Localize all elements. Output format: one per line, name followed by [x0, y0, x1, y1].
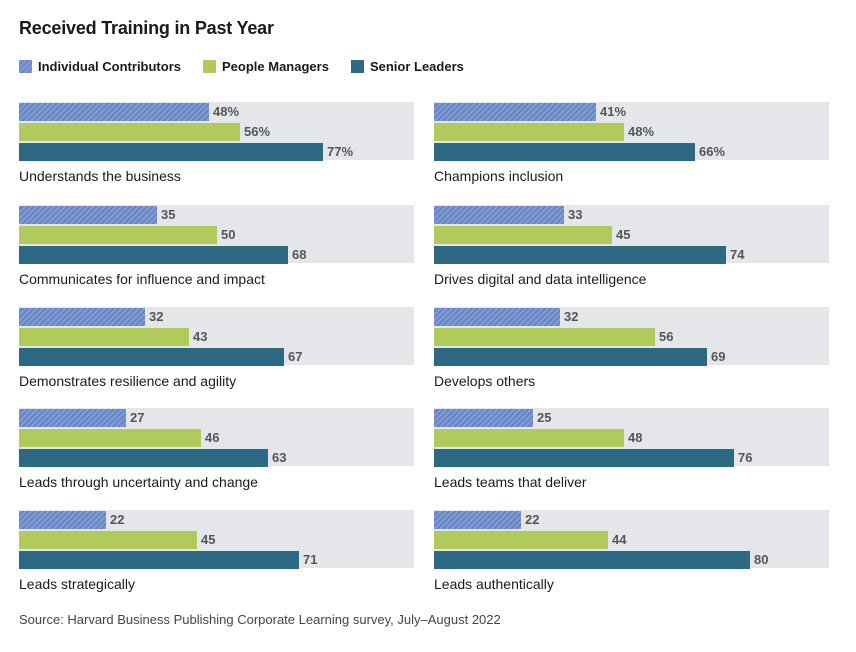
- panel-demonstrates-resilience-and-agility: 32 43 67: [19, 307, 414, 366]
- bar-leads-teams-that-deliver-individual-contributors: [434, 409, 533, 427]
- value-label-leads-teams-that-deliver-people-managers: 48: [628, 430, 643, 445]
- bar-develops-others-senior-leaders: [434, 348, 707, 366]
- value-label-communicates-for-influence-and-impact-people-managers: 50: [221, 227, 236, 242]
- bar-understands-the-business-people-managers: [19, 123, 240, 141]
- value-label-leads-authentically-individual-contributors: 22: [525, 512, 540, 527]
- bar-drives-digital-and-data-intelligence-senior-leaders: [434, 246, 726, 264]
- panel-communicates-for-influence-and-impact: 35 50 68: [19, 205, 414, 264]
- value-label-demonstrates-resilience-and-agility-people-managers: 43: [193, 329, 208, 344]
- bar-leads-through-uncertainty-and-change-individual-contributors: [19, 409, 126, 427]
- legend-item-people-managers: People Managers: [203, 59, 329, 74]
- value-label-leads-strategically-individual-contributors: 22: [110, 512, 125, 527]
- value-label-develops-others-senior-leaders: 69: [711, 349, 726, 364]
- panel-drives-digital-and-data-intelligence: 33 45 74: [434, 205, 829, 264]
- bar-champions-inclusion-people-managers: [434, 123, 624, 141]
- bar-leads-through-uncertainty-and-change-people-managers: [19, 429, 201, 447]
- bar-leads-strategically-individual-contributors: [19, 511, 106, 529]
- value-label-leads-through-uncertainty-and-change-individual-contributors: 27: [130, 410, 145, 425]
- panel-leads-teams-that-deliver: 25 48 76: [434, 408, 829, 467]
- value-label-drives-digital-and-data-intelligence-senior-leaders: 74: [730, 247, 745, 262]
- value-label-demonstrates-resilience-and-agility-senior-leaders: 67: [288, 349, 303, 364]
- bar-champions-inclusion-individual-contributors: [434, 103, 596, 121]
- value-label-communicates-for-influence-and-impact-senior-leaders: 68: [292, 247, 307, 262]
- panel-champions-inclusion: 41% 48% 66%: [434, 102, 829, 161]
- bar-develops-others-people-managers: [434, 328, 655, 346]
- bar-communicates-for-influence-and-impact-people-managers: [19, 226, 217, 244]
- category-label-understands-the-business: Understands the business: [19, 168, 181, 184]
- value-label-leads-strategically-senior-leaders: 71: [303, 552, 318, 567]
- bar-leads-teams-that-deliver-people-managers: [434, 429, 624, 447]
- legend-swatch-people-managers: [203, 59, 216, 73]
- bar-champions-inclusion-senior-leaders: [434, 143, 695, 161]
- value-label-leads-teams-that-deliver-individual-contributors: 25: [537, 410, 552, 425]
- legend-label-senior-leaders: Senior Leaders: [369, 58, 464, 74]
- legend-swatch-senior-leaders: [350, 59, 364, 73]
- value-label-understands-the-business-senior-leaders: 77%: [327, 144, 354, 159]
- value-label-leads-strategically-people-managers: 45: [201, 532, 216, 547]
- value-label-champions-inclusion-senior-leaders: 66%: [699, 144, 726, 159]
- value-label-drives-digital-and-data-intelligence-people-managers: 45: [616, 227, 631, 242]
- category-label-communicates-for-influence-and-impact: Communicates for influence and impact: [19, 271, 265, 287]
- bar-communicates-for-influence-and-impact-senior-leaders: [19, 246, 288, 264]
- bar-leads-strategically-people-managers: [19, 531, 197, 549]
- panel-leads-through-uncertainty-and-change: 27 46 63: [19, 408, 414, 467]
- legend-label-people-managers: People Managers: [222, 58, 329, 74]
- value-label-drives-digital-and-data-intelligence-individual-contributors: 33: [568, 207, 583, 222]
- category-label-leads-authentically: Leads authentically: [434, 576, 554, 592]
- panel-understands-the-business: 48% 56% 77%: [19, 102, 414, 161]
- panel-develops-others: 32 56 69: [434, 307, 829, 366]
- bar-leads-authentically-people-managers: [434, 531, 608, 549]
- bar-leads-teams-that-deliver-senior-leaders: [434, 449, 734, 467]
- legend-swatch-individual-contributors: [19, 59, 32, 73]
- value-label-understands-the-business-people-managers: 56%: [244, 124, 271, 139]
- chart-title: Received Training in Past Year: [19, 18, 274, 38]
- value-label-leads-teams-that-deliver-senior-leaders: 76: [738, 450, 753, 465]
- category-label-drives-digital-and-data-intelligence: Drives digital and data intelligence: [434, 271, 647, 287]
- value-label-develops-others-people-managers: 56: [659, 329, 674, 344]
- legend-item-individual-contributors: Individual Contributors: [19, 59, 181, 74]
- source-note: Source: Harvard Business Publishing Corp…: [19, 612, 501, 627]
- value-label-demonstrates-resilience-and-agility-individual-contributors: 32: [149, 309, 164, 324]
- legend-label-individual-contributors: Individual Contributors: [38, 58, 181, 74]
- bar-communicates-for-influence-and-impact-individual-contributors: [19, 206, 157, 224]
- bar-demonstrates-resilience-and-agility-individual-contributors: [19, 308, 145, 326]
- bar-understands-the-business-senior-leaders: [19, 143, 323, 161]
- bar-understands-the-business-individual-contributors: [19, 103, 209, 121]
- category-label-leads-strategically: Leads strategically: [19, 576, 135, 592]
- value-label-leads-through-uncertainty-and-change-senior-leaders: 63: [272, 450, 287, 465]
- bar-drives-digital-and-data-intelligence-individual-contributors: [434, 206, 564, 224]
- category-label-champions-inclusion: Champions inclusion: [434, 168, 564, 184]
- bar-leads-strategically-senior-leaders: [19, 551, 299, 569]
- value-label-champions-inclusion-people-managers: 48%: [628, 124, 655, 139]
- legend-item-senior-leaders: Senior Leaders: [350, 58, 464, 74]
- bar-develops-others-individual-contributors: [434, 308, 560, 326]
- value-label-champions-inclusion-individual-contributors: 41%: [600, 104, 627, 119]
- bar-leads-through-uncertainty-and-change-senior-leaders: [19, 449, 268, 467]
- panel-leads-strategically: 22 45 71: [19, 510, 414, 569]
- category-label-leads-through-uncertainty-and-change: Leads through uncertainty and change: [19, 474, 258, 490]
- bar-leads-authentically-individual-contributors: [434, 511, 521, 529]
- value-label-leads-authentically-senior-leaders: 80: [754, 552, 769, 567]
- legend: Individual Contributors People Managers …: [19, 57, 486, 75]
- value-label-develops-others-individual-contributors: 32: [564, 309, 579, 324]
- value-label-communicates-for-influence-and-impact-individual-contributors: 35: [161, 207, 176, 222]
- category-label-leads-teams-that-deliver: Leads teams that deliver: [434, 474, 587, 490]
- category-label-demonstrates-resilience-and-agility: Demonstrates resilience and agility: [19, 373, 237, 389]
- value-label-leads-through-uncertainty-and-change-people-managers: 46: [205, 430, 220, 445]
- panel-leads-authentically: 22 44 80: [434, 510, 829, 569]
- value-label-understands-the-business-individual-contributors: 48%: [213, 104, 240, 119]
- bar-demonstrates-resilience-and-agility-people-managers: [19, 328, 189, 346]
- bar-leads-authentically-senior-leaders: [434, 551, 750, 569]
- category-label-develops-others: Develops others: [434, 373, 536, 389]
- bar-demonstrates-resilience-and-agility-senior-leaders: [19, 348, 284, 366]
- value-label-leads-authentically-people-managers: 44: [612, 532, 627, 547]
- bar-drives-digital-and-data-intelligence-people-managers: [434, 226, 612, 244]
